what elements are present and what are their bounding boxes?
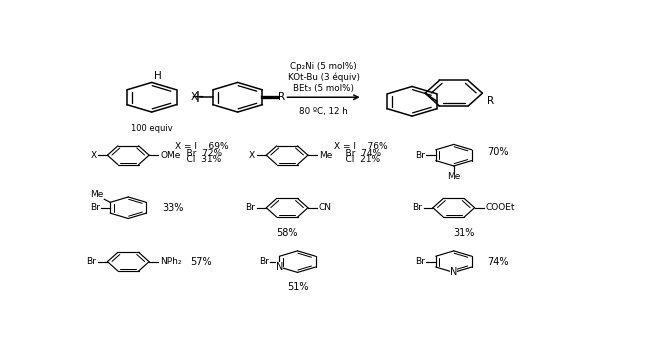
Text: Me: Me	[319, 151, 332, 160]
Text: Cp₂Ni (5 mol%): Cp₂Ni (5 mol%)	[290, 62, 357, 71]
Text: CN: CN	[319, 203, 332, 212]
Text: Br: Br	[415, 151, 425, 160]
Text: 80 ºC, 12 h: 80 ºC, 12 h	[299, 107, 348, 116]
Text: X = I    76%: X = I 76%	[334, 142, 388, 151]
Text: X: X	[249, 151, 255, 160]
Text: 33%: 33%	[162, 203, 183, 213]
Text: R: R	[487, 97, 494, 106]
Text: Br: Br	[412, 203, 422, 212]
Text: 31%: 31%	[454, 228, 475, 238]
Text: Br: Br	[90, 203, 100, 212]
Text: Br: Br	[415, 257, 425, 266]
Text: NPh₂: NPh₂	[160, 257, 181, 266]
Text: Me: Me	[447, 172, 460, 181]
Text: OMe: OMe	[160, 151, 180, 160]
Text: KOt-Bu (3 équiv): KOt-Bu (3 équiv)	[288, 73, 360, 82]
Text: COOEt: COOEt	[486, 203, 515, 212]
Text: BEt₃ (5 mol%): BEt₃ (5 mol%)	[293, 84, 354, 93]
Text: N: N	[276, 262, 283, 272]
Text: Cl  31%: Cl 31%	[175, 155, 221, 164]
Text: 70%: 70%	[488, 147, 509, 158]
Text: +: +	[191, 88, 204, 106]
Text: 74%: 74%	[488, 257, 509, 267]
Text: Me: Me	[90, 190, 103, 199]
Text: 57%: 57%	[190, 257, 212, 267]
Text: Br: Br	[245, 203, 255, 212]
Text: Br  74%: Br 74%	[334, 148, 381, 158]
Text: Cl  21%: Cl 21%	[334, 155, 380, 164]
Text: N: N	[450, 267, 458, 278]
Text: Br: Br	[259, 257, 269, 266]
Text: Br: Br	[87, 257, 97, 266]
Text: 58%: 58%	[276, 228, 298, 238]
Text: 51%: 51%	[287, 282, 308, 292]
Text: Br  72%: Br 72%	[175, 148, 222, 158]
Text: H: H	[155, 71, 162, 81]
Text: X: X	[191, 92, 198, 102]
Text: 100 equiv: 100 equiv	[131, 124, 173, 133]
Text: R: R	[278, 92, 285, 102]
Text: X: X	[90, 151, 97, 160]
Text: X = I    69%: X = I 69%	[175, 142, 228, 151]
